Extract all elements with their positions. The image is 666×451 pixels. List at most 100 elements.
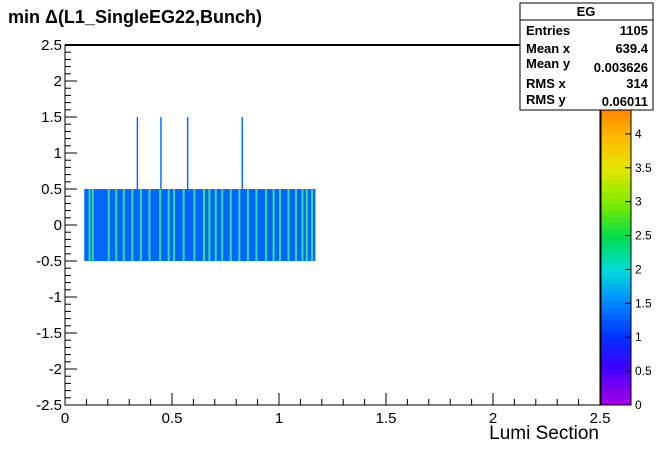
palette-swatch (601, 374, 631, 382)
x-tick-label-5: 2.5 (590, 410, 611, 427)
palette-tick-label-1: 0.5 (635, 364, 652, 378)
palette-swatch (601, 154, 631, 162)
palette-swatch (601, 185, 631, 192)
stats-label-rms-y: RMS y (526, 92, 567, 107)
palette-tick-label-8: 4 (635, 127, 642, 141)
heatmap-cell-highlight-3 (115, 189, 118, 261)
heatmap-cell-highlight-1 (91, 189, 94, 261)
palette-swatch (601, 276, 631, 284)
heatmap-cell-highlight-5 (131, 189, 134, 261)
palette-swatch (601, 270, 631, 278)
x-tick-label-3: 1.5 (376, 410, 397, 427)
palette-swatch (601, 325, 631, 333)
palette-swatch (601, 295, 631, 302)
heatmap-cell-highlight-4 (122, 189, 125, 261)
heatmap-cell-highlight-26 (301, 189, 304, 261)
palette-swatch (601, 234, 631, 241)
stats-label-mean-x: Mean x (526, 41, 571, 56)
y-tick-label-10: -2.5 (36, 397, 62, 414)
palette-swatch (601, 344, 631, 351)
palette-swatch (601, 124, 631, 131)
palette-swatch (601, 319, 631, 327)
palette-swatch (601, 191, 631, 199)
heatmap-cell-highlight-16 (221, 189, 224, 261)
chart-title: min Δ(L1_SingleEG22,Bunch) (8, 7, 262, 27)
x-axis: 0 0.5 1 1.5 2 2.5 (61, 393, 611, 427)
heatmap-cell-highlight-10 (173, 189, 176, 261)
heatmap-cell-highlight-23 (279, 189, 281, 261)
heatmap-cell-highlight-14 (208, 189, 211, 261)
y-tick-label-1: 2 (54, 73, 62, 90)
heatmap-cell-highlight-17 (229, 189, 232, 261)
heatmap-cell-highlight-6 (139, 189, 142, 261)
palette-swatch (601, 301, 631, 308)
heatmap-cell-highlight-21 (265, 189, 268, 261)
palette-swatch (601, 313, 631, 321)
palette-swatch (601, 283, 631, 290)
heatmap-cell-highlight-18 (238, 189, 241, 261)
heatmap-cell-highlight-22 (272, 189, 275, 261)
palette-swatch (601, 392, 631, 400)
heatmap-cell-spike-0 (136, 117, 139, 189)
stats-value-rms-x: 314 (626, 76, 648, 91)
x-tick-label-2: 1 (275, 410, 283, 427)
heatmap-cell-highlight-0 (88, 189, 91, 261)
palette-tick-label-6: 3 (635, 195, 642, 209)
palette-swatch (601, 142, 631, 150)
palette-swatch (601, 331, 631, 339)
heatmap-cell-highlight-12 (193, 189, 196, 261)
plot-area (64, 44, 601, 406)
heatmap-cell-highlight-25 (295, 189, 298, 261)
palette-tick-label-2: 1 (635, 330, 642, 344)
palette-swatch (601, 161, 631, 168)
palette-tick-label-0: 0 (635, 398, 642, 412)
heatmap-cell-spike-1 (160, 117, 162, 189)
palette-swatch (601, 356, 631, 363)
y-tick-label-4: 0.5 (41, 181, 62, 198)
palette-swatch (601, 148, 631, 156)
x-tick-label-0: 0 (61, 410, 69, 427)
x-axis-label: Lumi Section (489, 423, 599, 444)
heatmap-cell-highlight-24 (287, 189, 290, 261)
palette-swatch (601, 197, 631, 205)
palette-tick-label-3: 1.5 (635, 296, 652, 310)
heatmap-cell-highlight-27 (305, 189, 308, 261)
heatmap-cell-highlight-8 (159, 189, 162, 261)
heatmap-cell-spike-2 (186, 117, 189, 189)
palette-swatch (601, 252, 631, 260)
palette-swatch (601, 240, 631, 247)
x-tick-label-4: 2 (489, 410, 497, 427)
palette-swatch (601, 167, 631, 174)
palette-swatch (601, 209, 631, 217)
palette-swatch (601, 337, 631, 345)
y-tick-label-6: -0.5 (36, 253, 62, 270)
heatmap-cell-highlight-28 (311, 189, 314, 261)
palette-tick-label-4: 2 (635, 262, 642, 276)
y-axis: 2.5 2 1.5 1 0.5 0 -0.5 -1 -1.5 -2 -2.5 (36, 37, 77, 414)
y-tick-label-0: 2.5 (41, 37, 62, 54)
palette-tick-label-5: 2.5 (635, 229, 652, 243)
heatmap-cell-highlight-9 (167, 189, 170, 261)
stats-title: EG (577, 4, 596, 19)
palette-swatch (601, 173, 631, 180)
palette-swatch (601, 203, 631, 211)
y-tick-label-3: 1 (54, 145, 62, 162)
heatmap-cell-highlight-13 (203, 189, 206, 261)
palette-tick-label-7: 3.5 (635, 161, 652, 175)
y-tick-label-8: -1.5 (36, 325, 62, 342)
palette-swatch (601, 179, 631, 186)
stats-value-entries: 1105 (620, 23, 648, 38)
y-tick-label-5: 0 (54, 217, 62, 234)
x-tick-label-1: 0.5 (162, 410, 183, 427)
palette-swatch (601, 222, 631, 229)
y-tick-label-2: 1.5 (41, 109, 62, 126)
stats-box: EG Entries 1105 Mean x 639.4 Mean y 0.00… (519, 2, 654, 111)
heatmap-cell-spike-3 (241, 117, 243, 189)
palette-swatch (601, 362, 631, 369)
palette-swatch (601, 380, 631, 388)
palette-swatch (601, 136, 631, 144)
palette-swatch (601, 289, 631, 296)
stats-value-rms-y: 0.06011 (602, 94, 648, 109)
palette-swatch (601, 258, 631, 266)
